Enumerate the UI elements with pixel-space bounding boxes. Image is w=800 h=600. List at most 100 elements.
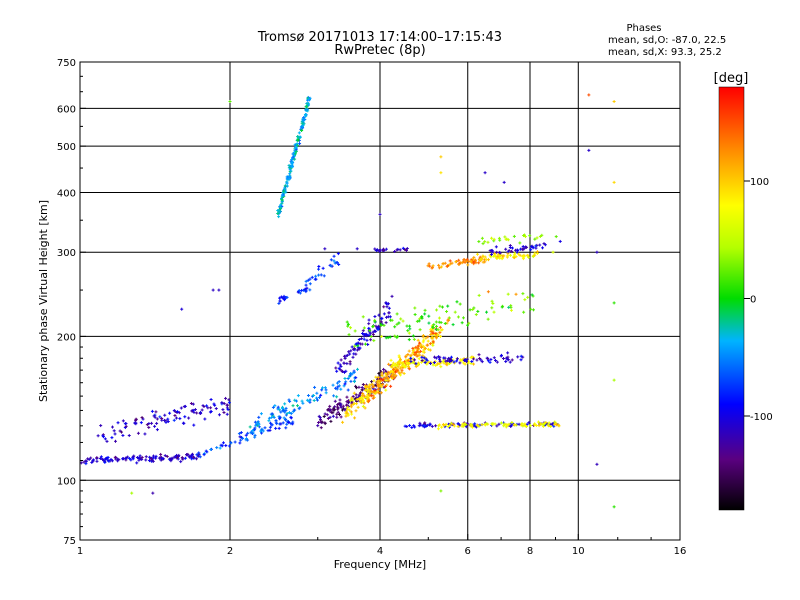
scatter-point xyxy=(500,305,504,309)
scatter-point xyxy=(509,304,513,308)
scatter-point xyxy=(380,317,384,321)
scatter-point xyxy=(277,215,281,219)
scatter-point xyxy=(195,453,199,457)
scatter-point xyxy=(339,402,343,406)
scatter-point xyxy=(401,361,405,365)
scatter-point xyxy=(424,424,428,428)
scatter-point xyxy=(84,462,88,466)
scatter-point xyxy=(299,125,303,129)
scatter-point xyxy=(489,357,493,361)
scatter-point xyxy=(283,187,287,191)
scatter-point xyxy=(175,454,179,458)
scatter-point xyxy=(162,418,166,422)
chart-title-line2: RwPretec (8p) xyxy=(334,43,425,58)
scatter-point xyxy=(439,265,443,269)
scatter-point xyxy=(284,408,288,412)
scatter-point xyxy=(355,348,359,352)
scatter-point xyxy=(192,410,196,414)
scatter-point xyxy=(480,236,484,240)
scatter-point xyxy=(92,458,96,462)
x-tick-label: 10 xyxy=(572,546,585,557)
scatter-point xyxy=(418,328,422,332)
scatter-point xyxy=(295,142,299,146)
scatter-point xyxy=(380,334,384,338)
scatter-point xyxy=(328,263,332,267)
scatter-point xyxy=(425,362,429,366)
scatter-point xyxy=(359,391,363,395)
scatter-point xyxy=(421,344,425,348)
scatter-point xyxy=(291,410,295,414)
scatter-point xyxy=(538,243,542,247)
scatter-point xyxy=(498,251,502,255)
scatter-point xyxy=(399,360,403,364)
scatter-point xyxy=(352,370,356,374)
scatter-point xyxy=(135,456,139,460)
scatter-point xyxy=(333,405,337,409)
scatter-point xyxy=(526,295,530,299)
scatter-point xyxy=(357,338,361,342)
scatter-point xyxy=(294,152,298,156)
scatter-point xyxy=(541,423,545,427)
scatter-point xyxy=(384,301,388,305)
scatter-point xyxy=(529,248,533,252)
scatter-point xyxy=(181,421,185,425)
scatter-point xyxy=(431,325,435,329)
scatter-point xyxy=(332,259,336,263)
scatter-point xyxy=(346,388,350,392)
scatter-point xyxy=(249,431,253,435)
scatter-point xyxy=(411,346,415,350)
scatter-point xyxy=(305,286,309,290)
scatter-point xyxy=(361,392,365,396)
scatter-point xyxy=(151,458,155,462)
scatter-point xyxy=(421,354,425,358)
scatter-point xyxy=(415,354,419,358)
scatter-point xyxy=(382,248,386,252)
scatter-point xyxy=(251,431,255,435)
scatter-point xyxy=(350,396,354,400)
scatter-point xyxy=(440,328,444,332)
scatter-point xyxy=(175,455,179,459)
scatter-point xyxy=(612,301,616,305)
x-axis-label: Frequency [MHz] xyxy=(334,558,426,571)
scatter-point xyxy=(256,421,260,425)
scatter-point xyxy=(218,446,222,450)
scatter-point xyxy=(291,152,295,156)
scatter-point xyxy=(349,405,353,409)
scatter-point xyxy=(190,453,194,457)
scatter-point xyxy=(396,247,400,251)
scatter-point xyxy=(497,236,501,240)
scatter-point xyxy=(502,421,506,425)
scatter-point xyxy=(411,348,415,352)
scatter-point xyxy=(384,369,388,373)
scatter-point xyxy=(278,210,282,214)
scatter-point xyxy=(424,361,428,365)
scatter-point xyxy=(331,408,335,412)
scatter-point xyxy=(163,413,167,417)
scatter-point xyxy=(393,363,397,367)
scatter-point xyxy=(444,359,448,363)
scatter-point xyxy=(401,246,405,250)
scatter-point xyxy=(587,93,591,97)
scatter-point xyxy=(347,398,351,402)
scatter-point xyxy=(432,361,436,365)
scatter-point xyxy=(149,457,153,461)
scatter-point xyxy=(444,362,448,366)
scatter-point xyxy=(357,347,361,351)
scatter-point xyxy=(373,391,377,395)
scatter-point xyxy=(416,338,420,342)
scatter-point xyxy=(358,400,362,404)
scatter-point xyxy=(474,425,478,429)
scatter-point xyxy=(284,417,288,421)
scatter-point xyxy=(337,366,341,370)
scatter-point xyxy=(460,261,464,265)
scatter-point xyxy=(155,428,159,432)
scatter-point xyxy=(492,254,496,258)
scatter-point xyxy=(407,331,411,335)
scatter-point xyxy=(485,310,489,314)
scatter-point xyxy=(376,377,380,381)
scatter-point xyxy=(464,423,468,427)
scatter-point xyxy=(357,396,361,400)
scatter-point xyxy=(192,423,196,427)
scatter-point xyxy=(281,296,285,300)
scatter-point xyxy=(137,458,141,462)
